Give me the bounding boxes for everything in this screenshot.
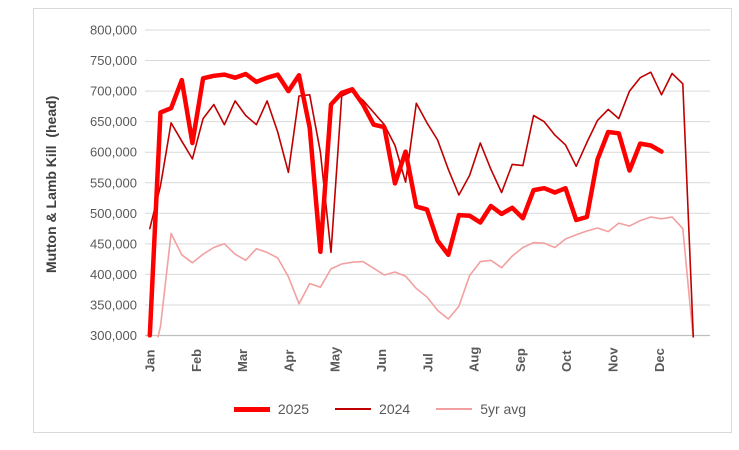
x-axis-month-label: Nov (606, 347, 621, 372)
x-axis-month-label: Apr (281, 350, 296, 372)
legend: 2025 2024 5yr avg (145, 401, 615, 417)
x-axis-month-label: Oct (559, 350, 574, 372)
y-axis-tick-label: 600,000 (90, 145, 137, 160)
y-axis-tick-label: 350,000 (90, 297, 137, 312)
x-axis-month-label: Jun (374, 349, 389, 372)
x-axis-month-label: Feb (189, 349, 204, 372)
y-axis-tick-label: 500,000 (90, 206, 137, 221)
legend-line-2024 (335, 408, 372, 410)
legend-item-2025: 2025 (233, 401, 310, 417)
y-axis-tick-label: 650,000 (90, 114, 137, 129)
x-axis-month-label: Sep (513, 348, 528, 372)
y-axis-tick-label: 450,000 (90, 236, 137, 251)
y-axis-tick-label: 550,000 (90, 175, 137, 190)
series-line-2025 (147, 71, 664, 338)
y-axis-tick-label: 700,000 (90, 84, 137, 99)
y-axis-tick-label: 750,000 (90, 53, 137, 68)
x-axis-month-label: May (328, 346, 343, 372)
legend-label-5yr-avg: 5yr avg (480, 401, 527, 417)
legend-label-2024: 2024 (379, 401, 411, 417)
y-axis-tick-label: 300,000 (90, 328, 137, 343)
y-axis-tick-label: 800,000 (90, 23, 137, 38)
legend-line-5yr-avg (436, 408, 473, 410)
x-axis-month-label: Jan (143, 350, 158, 372)
series-line-5yr-avg (157, 216, 694, 338)
y-axis-title: Mutton & Lamb Kill (head) (43, 95, 59, 273)
series-line-2024 (149, 71, 695, 338)
y-axis-tick-label: 400,000 (90, 267, 137, 282)
x-axis-month-label: Mar (235, 349, 250, 372)
x-axis-month-label: Jul (420, 353, 435, 372)
legend-item-2024: 2024 (335, 401, 410, 417)
chart-frame (33, 8, 732, 433)
legend-label-2025: 2025 (277, 401, 310, 417)
x-axis-month-label: Aug (467, 347, 482, 372)
legend-item-5yr-avg: 5yr avg (436, 401, 526, 417)
legend-line-2025 (233, 406, 270, 412)
x-axis-month-label: Dec (652, 348, 667, 372)
